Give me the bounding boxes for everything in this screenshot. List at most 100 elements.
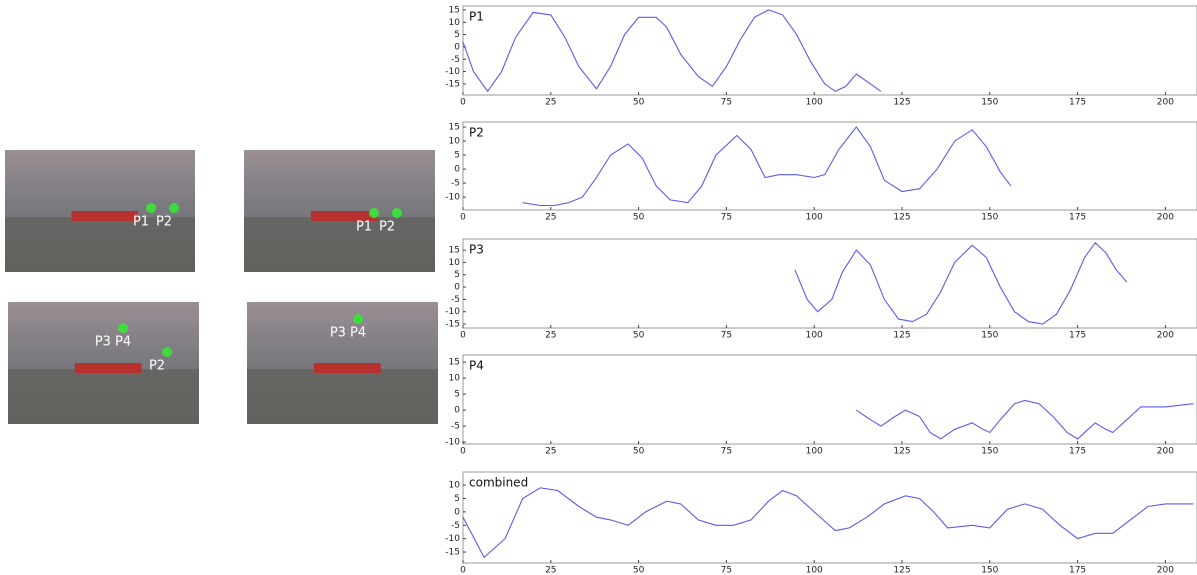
y-tick-label: 0 <box>454 507 460 517</box>
marker-dot <box>169 203 179 213</box>
x-tick-label: 125 <box>893 98 910 108</box>
x-tick-label: 100 <box>806 566 823 575</box>
x-tick-label: 150 <box>981 566 998 575</box>
x-tick-label: 125 <box>893 331 910 341</box>
x-tick-label: 200 <box>1157 213 1174 223</box>
x-tick-label: 50 <box>633 331 645 341</box>
x-tick-label: 0 <box>460 566 466 575</box>
y-tick-label: -5 <box>451 295 460 305</box>
y-tick-label: -5 <box>451 179 460 189</box>
y-tick-label: -5 <box>451 55 460 65</box>
y-tick-label: -10 <box>445 67 460 77</box>
marker-dot <box>146 203 156 213</box>
chart-title: combined <box>469 476 528 490</box>
x-tick-label: 200 <box>1157 98 1174 108</box>
x-tick-label: 0 <box>460 98 466 108</box>
x-tick-label: 50 <box>633 566 645 575</box>
x-tick-label: 75 <box>721 213 732 223</box>
photo-label: P2 <box>149 359 165 374</box>
y-tick-label: 10 <box>449 137 461 147</box>
x-tick-label: 0 <box>460 447 466 457</box>
series-line <box>794 241 1128 325</box>
y-tick-label: 10 <box>449 481 461 491</box>
x-tick-label: 175 <box>1069 566 1086 575</box>
x-tick-label: 100 <box>806 447 823 457</box>
x-tick-label: 25 <box>545 447 556 457</box>
y-tick-label: 15 <box>449 123 460 133</box>
plot-frame <box>462 5 1197 96</box>
photo-label: P3 P4 <box>95 335 131 350</box>
y-tick-label: 5 <box>454 494 460 504</box>
y-tick-label: 0 <box>454 283 460 293</box>
x-tick-label: 175 <box>1069 98 1086 108</box>
y-tick-label: -15 <box>445 79 460 89</box>
x-tick-label: 25 <box>545 566 556 575</box>
x-tick-label: 125 <box>893 213 910 223</box>
x-tick-label: 200 <box>1157 331 1174 341</box>
x-tick-label: 25 <box>545 213 556 223</box>
y-tick-label: -5 <box>451 422 460 432</box>
x-tick-label: 150 <box>981 447 998 457</box>
photo-floor <box>244 217 435 272</box>
y-tick-label: -10 <box>445 193 460 203</box>
chart-title: P4 <box>469 359 484 373</box>
photo-label: P1 <box>356 220 372 235</box>
chart-title: P3 <box>469 243 484 257</box>
x-tick-label: 0 <box>460 331 466 341</box>
y-tick-label: 5 <box>454 390 460 400</box>
y-tick-label: 10 <box>449 374 461 384</box>
marker-dot <box>369 208 379 218</box>
x-tick-label: 175 <box>1069 213 1086 223</box>
marker-dot <box>162 347 172 357</box>
y-tick-label: -10 <box>445 307 460 317</box>
y-tick-label: -15 <box>445 548 460 558</box>
y-tick-label: 10 <box>449 18 461 28</box>
photo-floor <box>8 369 199 424</box>
x-tick-label: 75 <box>721 98 732 108</box>
y-tick-label: 5 <box>454 270 460 280</box>
marker-dot <box>118 323 128 333</box>
y-tick-label: 15 <box>449 5 460 15</box>
photo-label: P1 <box>133 215 149 230</box>
plot-frame <box>462 471 1197 564</box>
x-tick-label: 100 <box>806 98 823 108</box>
x-tick-label: 150 <box>981 98 998 108</box>
series-line <box>462 9 882 93</box>
bench <box>313 363 381 373</box>
photo-label: P2 <box>156 215 172 230</box>
y-tick-label: 5 <box>454 30 460 40</box>
x-tick-label: 150 <box>981 331 998 341</box>
chart-title: P2 <box>469 126 484 140</box>
y-tick-label: -10 <box>445 534 460 544</box>
y-tick-label: 0 <box>454 42 460 52</box>
y-tick-label: -5 <box>451 521 460 531</box>
x-tick-label: 0 <box>460 213 466 223</box>
marker-dot <box>392 208 402 218</box>
x-tick-label: 100 <box>806 213 823 223</box>
photo-floor <box>247 369 438 424</box>
y-tick-label: 15 <box>449 358 460 368</box>
photo-label: P2 <box>379 220 395 235</box>
bench <box>310 211 378 221</box>
x-tick-label: 75 <box>721 447 732 457</box>
x-tick-label: 75 <box>721 566 732 575</box>
x-tick-label: 25 <box>545 98 556 108</box>
x-tick-label: 50 <box>633 447 645 457</box>
bench <box>74 363 142 373</box>
series-line <box>462 487 1194 559</box>
x-tick-label: 200 <box>1157 447 1174 457</box>
plot-frame <box>462 121 1197 211</box>
x-tick-label: 125 <box>893 566 910 575</box>
x-tick-label: 175 <box>1069 331 1086 341</box>
x-tick-label: 175 <box>1069 447 1086 457</box>
y-tick-label: -15 <box>445 320 460 330</box>
x-tick-label: 50 <box>633 98 645 108</box>
x-tick-label: 50 <box>633 213 645 223</box>
y-tick-label: 10 <box>449 258 461 268</box>
x-tick-label: 150 <box>981 213 998 223</box>
y-tick-label: -10 <box>445 438 460 448</box>
series-line <box>522 126 1012 207</box>
plot-frame <box>462 238 1197 329</box>
